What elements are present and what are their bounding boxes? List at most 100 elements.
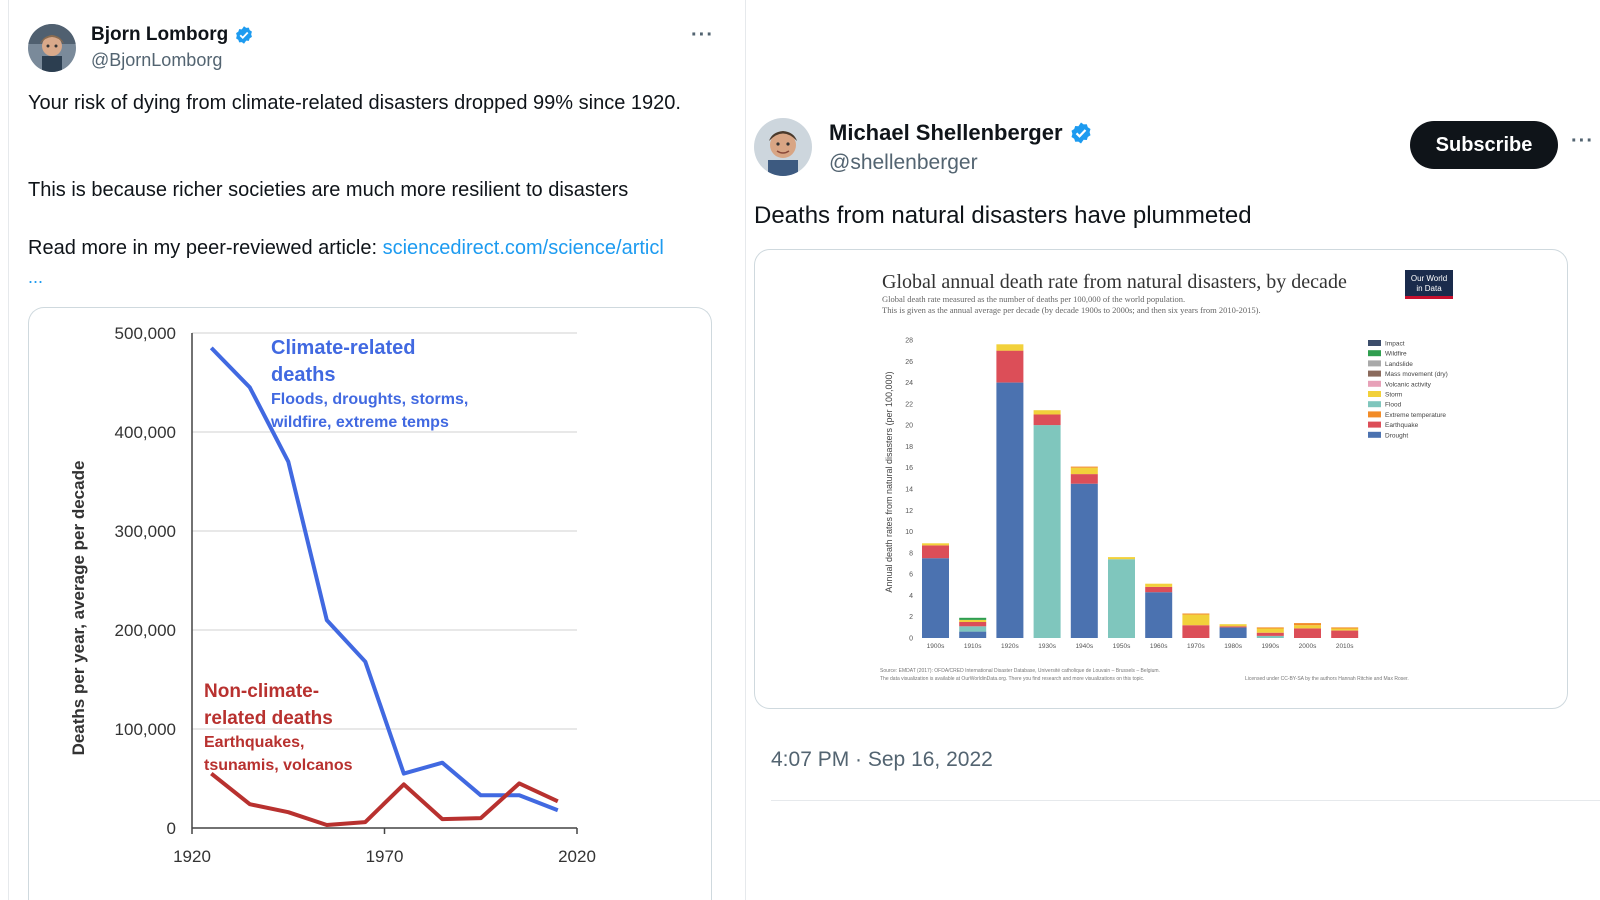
- avatar[interactable]: [28, 24, 76, 72]
- bar-segment: [959, 622, 987, 627]
- series-label-climate: Climate-related deaths: [271, 337, 416, 386]
- bar-segment: [1256, 635, 1284, 638]
- series-sublabel-climate: Floods, droughts, storms, wildfire, extre…: [270, 391, 468, 431]
- bar-y-tick-label: 4: [909, 593, 913, 600]
- y-tick-label: 0: [167, 819, 176, 838]
- line-chart: 0 100,000 200,000 300,000 400,000 500,000 192…: [69, 324, 596, 866]
- bar-segment: [1145, 592, 1173, 638]
- chart-license: Licensed under CC-BY-SA by the authors H…: [1245, 676, 1409, 682]
- legend-label: Impact: [1385, 341, 1405, 348]
- legend-swatch: [1368, 340, 1381, 346]
- bar-segment: [959, 631, 987, 638]
- legend-swatch: [1368, 370, 1381, 377]
- more-options-icon[interactable]: ···: [1571, 130, 1594, 152]
- bar-segment: [1219, 626, 1247, 628]
- chart-title: Global annual death rate from natural di…: [882, 271, 1347, 293]
- bar-segment: [996, 382, 1024, 638]
- legend-label: Volcanic activity: [1385, 381, 1432, 388]
- bar-segment: [1219, 624, 1247, 627]
- bar-y-tick-label: 22: [905, 401, 913, 408]
- bar-y-axis-label: Annual death rates from natural disaster…: [884, 371, 894, 592]
- chart-source-2: The data visualization is available at O…: [880, 676, 1144, 682]
- bar-segment: [1256, 627, 1284, 629]
- bar-x-tick-label: 1930s: [1038, 643, 1056, 650]
- article-link[interactable]: sciencedirect.com/science/articl: [382, 237, 664, 259]
- author-name[interactable]: Bjorn Lomborg: [91, 24, 254, 46]
- legend-swatch: [1368, 421, 1381, 428]
- legend-swatch: [1368, 360, 1381, 367]
- bar-x-tick-label: 1990s: [1261, 643, 1279, 650]
- avatar[interactable]: [754, 118, 812, 176]
- bar-x-tick-label: 1950s: [1113, 643, 1131, 650]
- x-tick-label: 1970: [366, 847, 404, 866]
- timestamp[interactable]: 4:07 PM · Sep 16, 2022: [771, 748, 993, 771]
- divider: [771, 800, 1600, 801]
- legend-swatch: [1368, 401, 1381, 408]
- y-tick-label: 500,000: [115, 324, 176, 343]
- bar-y-tick-label: 28: [905, 338, 913, 345]
- bar-segment: [1145, 583, 1173, 587]
- bar-x-tick-label: 1920s: [1001, 643, 1019, 650]
- bar-segment: [922, 558, 949, 638]
- bar-x-tick-label: 1940s: [1075, 643, 1093, 650]
- author-handle[interactable]: @shellenberger: [829, 151, 978, 174]
- bar-y-tick-label: 8: [909, 550, 913, 557]
- owid-logo-line1: Our World: [1411, 274, 1447, 283]
- bar-segment: [1182, 613, 1210, 615]
- bar-segment: [959, 617, 987, 620]
- author-handle[interactable]: @BjornLomborg: [91, 50, 223, 70]
- bar-segment: [1294, 623, 1321, 626]
- bar-y-tick-label: 2: [909, 614, 913, 621]
- bar-segment: [1070, 474, 1098, 484]
- author-name[interactable]: Michael Shellenberger: [829, 120, 1093, 146]
- y-tick-label: 100,000: [115, 720, 176, 739]
- bar-chart: Global annual death rate from natural di…: [880, 270, 1453, 682]
- bar-y-tick-label: 20: [905, 423, 913, 430]
- bar-segment: [996, 344, 1024, 351]
- left-tweet: Bjorn Lomborg @BjornLomborg ··· Your ris…: [8, 0, 740, 900]
- series-line-climate: [209, 346, 559, 813]
- owid-logo: [1405, 270, 1453, 298]
- bar-x-tick-label: 1980s: [1224, 643, 1242, 650]
- line-chart-card[interactable]: 0 100,000 200,000 300,000 400,000 500,000 192…: [28, 307, 712, 900]
- bar-x-tick-label: 2010s: [1336, 643, 1354, 650]
- legend-label: Earthquake: [1385, 422, 1419, 429]
- subscribe-button[interactable]: Subscribe: [1410, 121, 1558, 169]
- bar-segment: [1145, 586, 1173, 593]
- bar-x-tick-label: 1900s: [927, 643, 945, 650]
- bar-segment: [1070, 483, 1098, 638]
- bar-segment: [1108, 557, 1135, 560]
- bar-segment: [922, 545, 949, 559]
- bar-segment: [1182, 614, 1210, 626]
- bar-segment: [1331, 630, 1359, 638]
- tweet-text-2: This is because richer societies are muc…: [28, 179, 629, 201]
- more-options-icon[interactable]: ···: [691, 24, 714, 46]
- bar-x-tick-label: 2000s: [1299, 643, 1317, 650]
- legend-label: Mass movement (dry): [1385, 371, 1448, 378]
- legend-label: Storm: [1385, 392, 1402, 399]
- bar-segment: [922, 543, 949, 546]
- bar-segment: [1294, 625, 1321, 629]
- bar-segment: [1108, 559, 1135, 638]
- legend-swatch: [1368, 380, 1381, 387]
- link-ellipsis[interactable]: ...: [28, 267, 44, 287]
- bar-chart-card[interactable]: Global annual death rate from natural di…: [754, 249, 1568, 709]
- bar-segment: [1256, 632, 1284, 636]
- owid-logo-underline: [1405, 296, 1453, 299]
- legend-swatch: [1368, 350, 1381, 357]
- legend-swatch: [1368, 431, 1381, 438]
- tweet-text-1: Your risk of dying from climate-related …: [28, 92, 681, 114]
- y-tick-label: 200,000: [115, 621, 176, 640]
- bar-y-tick-label: 18: [905, 444, 913, 451]
- owid-logo-line2: in Data: [1416, 284, 1442, 293]
- legend-swatch: [1368, 411, 1381, 418]
- legend-label: Landslide: [1385, 361, 1413, 368]
- bar-y-tick-label: 16: [905, 465, 913, 472]
- bar-x-tick-label: 1910s: [964, 643, 982, 650]
- bar-x-tick-label: 1960s: [1150, 643, 1168, 650]
- bar-y-tick-label: 26: [905, 359, 913, 366]
- bar-segment: [1033, 410, 1061, 415]
- legend-label: Flood: [1385, 402, 1402, 409]
- y-tick-label: 300,000: [115, 522, 176, 541]
- chart-subtitle-2: This is given as the annual average per …: [882, 305, 1261, 315]
